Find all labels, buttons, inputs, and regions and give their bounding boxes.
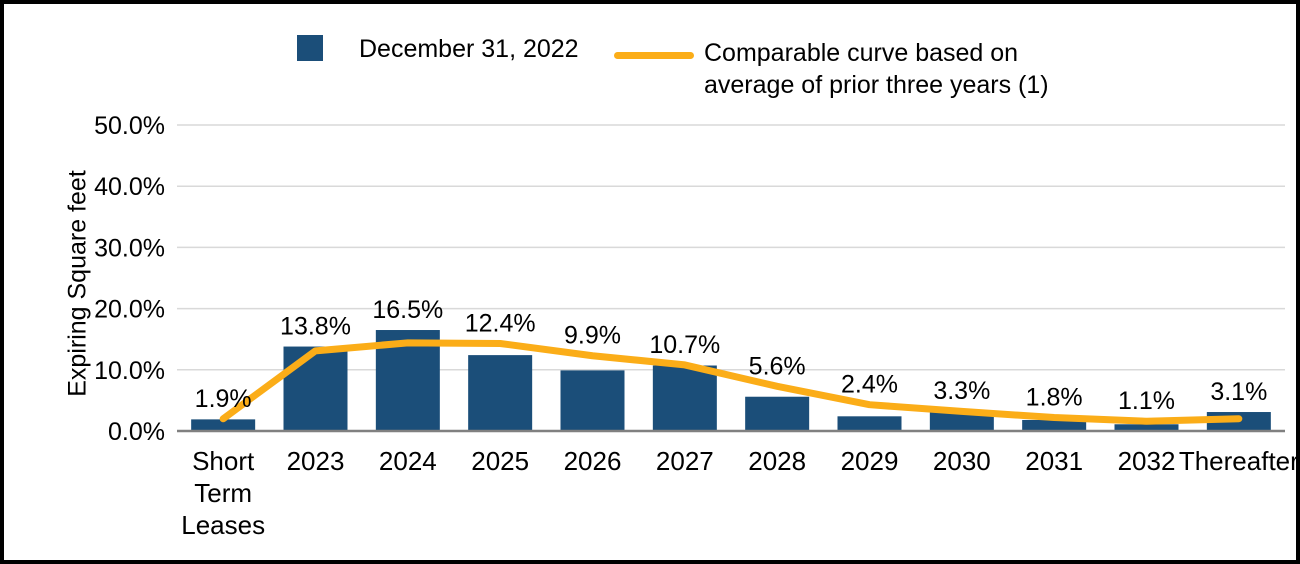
bar (468, 355, 533, 431)
legend-line-label: Comparable curve based on average of pri… (704, 37, 1049, 101)
y-tick-label: 50.0% (94, 112, 165, 140)
bar (745, 396, 810, 431)
legend-bar-swatch (297, 35, 323, 61)
x-category-label: Thereafter (1179, 446, 1299, 476)
x-category-label: Leases (181, 510, 265, 540)
legend-line-swatch (614, 52, 694, 59)
x-category-label: Term (194, 478, 252, 508)
bar (1022, 419, 1087, 431)
bar-data-label: 12.4% (465, 309, 536, 337)
y-tick-label: 0.0% (108, 418, 165, 446)
y-tick-label: 10.0% (94, 357, 165, 385)
bar (283, 346, 348, 431)
x-category-label: 2030 (933, 446, 991, 476)
bar-data-label: 10.7% (649, 331, 720, 359)
bar (191, 419, 256, 431)
bar (1114, 424, 1179, 431)
bar-data-label: 3.3% (933, 377, 990, 405)
x-category-label: 2028 (748, 446, 806, 476)
bar-data-label: 1.8% (1026, 384, 1083, 412)
bar-data-label: 1.1% (1118, 387, 1175, 415)
legend-line-label-line1: Comparable curve based on (704, 39, 1019, 67)
comparable-curve-line (219, 339, 1243, 425)
x-category-label: 2027 (656, 446, 714, 476)
bar-data-label: 16.5% (372, 296, 443, 324)
bar-data-label: 13.8% (280, 313, 351, 341)
x-category-label: 2032 (1118, 446, 1176, 476)
y-tick-label: 20.0% (94, 296, 165, 324)
legend-bars-label: December 31, 2022 (359, 35, 579, 63)
y-tick-label: 40.0% (94, 173, 165, 201)
x-category-label: 2024 (379, 446, 437, 476)
x-category-label: 2026 (564, 446, 622, 476)
x-category-label: 2031 (1025, 446, 1083, 476)
x-category-label: 2029 (841, 446, 899, 476)
bar-data-label: 1.9% (195, 385, 252, 413)
x-category-label: Short (192, 446, 255, 476)
bar (837, 416, 902, 431)
bar-data-label: 2.4% (841, 371, 898, 399)
bar-data-label: 3.1% (1210, 378, 1267, 406)
bar-data-label: 9.9% (564, 322, 621, 350)
legend-line-label-line2: average of prior three years (1) (704, 71, 1049, 99)
bar (652, 365, 717, 431)
x-category-label: 2025 (471, 446, 529, 476)
y-tick-label: 30.0% (94, 234, 165, 262)
bar-data-label: 5.6% (749, 352, 806, 380)
x-category-label: 2023 (287, 446, 345, 476)
bar (560, 370, 625, 431)
